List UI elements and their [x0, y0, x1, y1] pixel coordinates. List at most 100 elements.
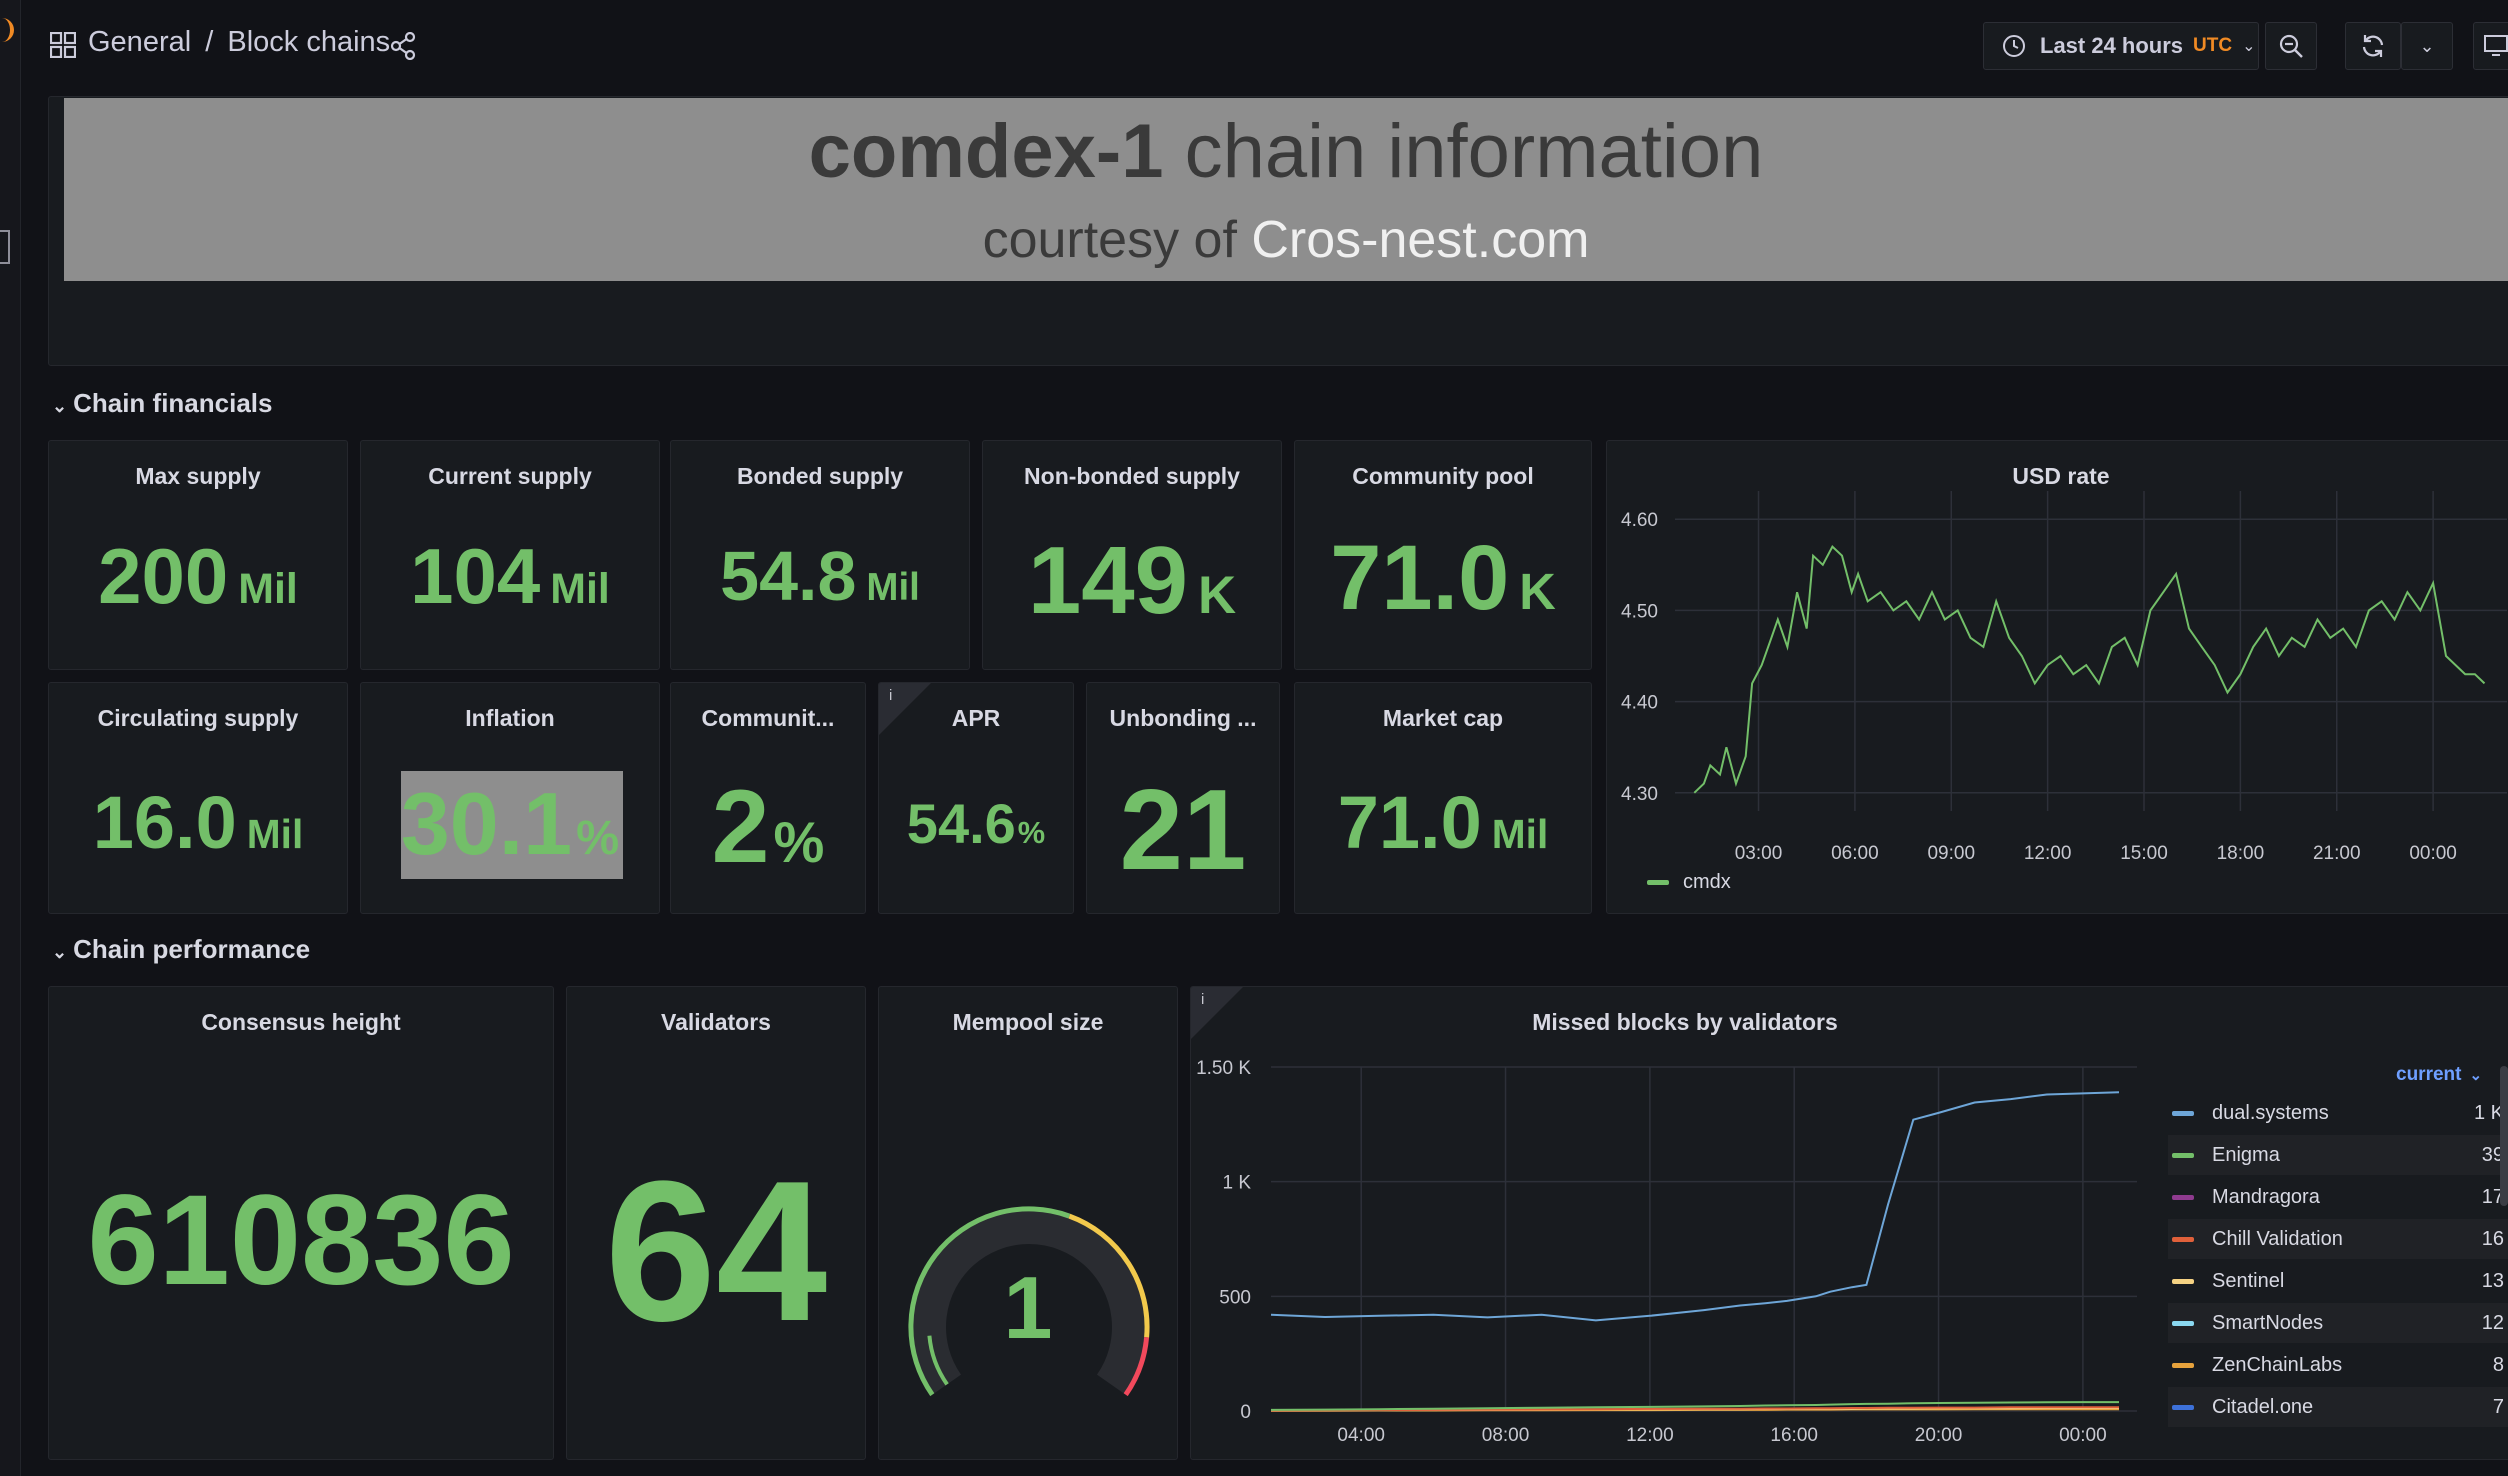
inflation-panel[interactable]: Inflation 30.1%: [360, 682, 660, 914]
legend-name: Enigma: [2212, 1143, 2280, 1166]
time-range-label: Last 24 hours: [2040, 33, 2184, 58]
legend-row[interactable]: ZenChainLabs 8: [2168, 1345, 2508, 1385]
community-tax-panel[interactable]: Communit... 2%: [670, 682, 866, 914]
legend-name: Sentinel: [2212, 1269, 2285, 1292]
panel-title: Current supply: [428, 463, 592, 489]
legend-name: Citadel.one: [2212, 1395, 2314, 1418]
x-tick-label: 08:00: [1482, 1425, 1530, 1446]
dashboards-grid-icon[interactable]: [50, 32, 76, 58]
tv-mode-button[interactable]: [2473, 22, 2508, 70]
market-cap-panel[interactable]: Market cap 71.0 Mil: [1294, 682, 1592, 914]
breadcrumb-folder[interactable]: General: [88, 26, 192, 58]
legend-row[interactable]: SmartNodes 12: [2168, 1303, 2508, 1343]
zoom-out-button[interactable]: [2265, 22, 2317, 70]
community-pool-panel[interactable]: Community pool 71.0 K: [1294, 440, 1592, 670]
y-tick-label: 4.50: [1621, 601, 1658, 622]
max-supply-panel[interactable]: Max supply 200 Mil: [48, 440, 348, 670]
circulating-supply-panel[interactable]: Circulating supply 16.0 Mil: [48, 682, 348, 914]
header-title: comdex-1 chain information: [64, 108, 2508, 195]
legend-value: 8: [2492, 1353, 2504, 1376]
stat-value: 64: [604, 1140, 828, 1363]
panel-title: Unbonding ...: [1109, 705, 1257, 731]
zoom-out-icon: [2279, 34, 2303, 58]
x-tick-label: 06:00: [1831, 843, 1879, 864]
courtesy-link[interactable]: Cros-nest.com: [1251, 211, 1590, 269]
current-supply-panel[interactable]: Current supply 104 Mil: [360, 440, 660, 670]
y-tick-label: 1.50 K: [1196, 1058, 1251, 1079]
legend-row[interactable]: Enigma 39: [2168, 1135, 2508, 1175]
legend-swatch: [2172, 1278, 2194, 1284]
refresh-icon: [2362, 35, 2384, 57]
stat-value: 54.6%: [906, 792, 1046, 855]
legend-value: 39: [2481, 1143, 2504, 1166]
consensus-height-panel[interactable]: Consensus height 610836: [48, 986, 554, 1460]
breadcrumb: General / Block chains: [88, 26, 390, 59]
time-range-picker[interactable]: Last 24 hours UTC ⌄: [1983, 22, 2259, 70]
info-icon[interactable]: i: [1191, 987, 1243, 1039]
chart-legend[interactable]: cmdx: [1647, 871, 1731, 894]
mempool-size-panel[interactable]: Mempool size 1: [878, 986, 1178, 1460]
usd-rate-chart[interactable]: 4.60 4.50 4.40 4.30 03:00 06:00 09:00 12:00 15:0…: [1607, 441, 2508, 914]
usd-rate-panel[interactable]: USD rate 4.60 4.50 4.40 4.30 03:00 06:00 09:00…: [1606, 440, 2508, 914]
apr-panel[interactable]: i APR 54.6%: [878, 682, 1074, 914]
row-chain-performance[interactable]: ⌄ Chain performance: [52, 934, 310, 965]
stat-value: 149 K: [1027, 527, 1237, 634]
clock-icon: [2003, 35, 2025, 57]
legend-value: 1 K: [2473, 1101, 2504, 1124]
grafana-logo-icon[interactable]: [0, 18, 14, 42]
timezone-label: UTC: [2193, 35, 2233, 56]
x-tick-label: 21:00: [2313, 843, 2361, 864]
panel-title: Non-bonded supply: [1024, 463, 1240, 489]
gauge-threshold-green: [908, 1206, 1071, 1397]
legend-swatch: [2172, 1152, 2194, 1158]
top-nav-bar: [20, 0, 2508, 92]
gauge-threshold-yellow: [1068, 1213, 1150, 1338]
refresh-interval-dropdown[interactable]: ⌄: [2401, 22, 2453, 70]
y-tick-label: 4.40: [1621, 693, 1658, 714]
stat-value: 30.1%: [400, 774, 620, 873]
legend-name: SmartNodes: [2212, 1311, 2324, 1334]
panel-title: Validators: [661, 1009, 771, 1035]
stat-value: 104 Mil: [410, 532, 610, 620]
gauge-track: [912, 1210, 1146, 1395]
legend-value: 13: [2481, 1269, 2504, 1292]
y-tick-label: 500: [1219, 1287, 1251, 1308]
legend-swatch: [2172, 1236, 2194, 1242]
header-banner: comdex-1 chain information courtesy of C…: [64, 98, 2508, 281]
info-icon[interactable]: i: [879, 683, 931, 735]
series-line-enigma: [1270, 1401, 2119, 1411]
panel-title: Communit...: [701, 705, 835, 731]
non-bonded-supply-panel[interactable]: Non-bonded supply 149 K: [982, 440, 1282, 670]
panel-title: Market cap: [1382, 705, 1504, 731]
legend-name: dual.systems: [2212, 1101, 2329, 1124]
validators-panel[interactable]: Validators 64: [566, 986, 866, 1460]
nav-icon[interactable]: [0, 230, 10, 264]
gauge-value-arc: [927, 1335, 949, 1386]
bonded-supply-panel[interactable]: Bonded supply 54.8 Mil: [670, 440, 970, 670]
stat-value: 71.0 Mil: [1337, 781, 1549, 864]
legend-swatch: [2172, 1404, 2194, 1410]
share-icon[interactable]: [390, 32, 416, 60]
legend-row[interactable]: Citadel.one 7: [2168, 1387, 2508, 1427]
legend-name: Chill Validation: [2212, 1227, 2343, 1250]
legend-sort-header[interactable]: current ⌄: [2396, 1064, 2483, 1085]
mempool-gauge: [908, 1206, 1150, 1397]
missed-blocks-chart[interactable]: 1.50 K 1 K 500 0 04:00 08:00 12:00 16:00 20:00 00…: [1191, 987, 2171, 1460]
legend-scrollbar[interactable]: [2500, 1066, 2508, 1206]
unbonding-panel[interactable]: Unbonding ... 21: [1086, 682, 1280, 914]
x-tick-label: 20:00: [1915, 1425, 1963, 1446]
stat-value: 71.0 K: [1330, 527, 1556, 629]
legend-row[interactable]: dual.systems 1 K: [2168, 1093, 2508, 1133]
legend-value: 7: [2492, 1395, 2504, 1418]
breadcrumb-dashboard[interactable]: Block chains: [227, 26, 391, 58]
refresh-button[interactable]: [2345, 22, 2401, 70]
legend-row[interactable]: Sentinel 13: [2168, 1261, 2508, 1301]
legend-row[interactable]: Mandragora 17: [2168, 1177, 2508, 1217]
side-nav: [0, 0, 21, 1476]
legend-row[interactable]: Chill Validation 16: [2168, 1219, 2508, 1259]
legend-value: 12: [2481, 1311, 2504, 1334]
x-tick-label: 16:00: [1770, 1425, 1818, 1446]
x-tick-label: 00:00: [2409, 843, 2457, 864]
row-chain-financials[interactable]: ⌄ Chain financials: [52, 388, 272, 419]
